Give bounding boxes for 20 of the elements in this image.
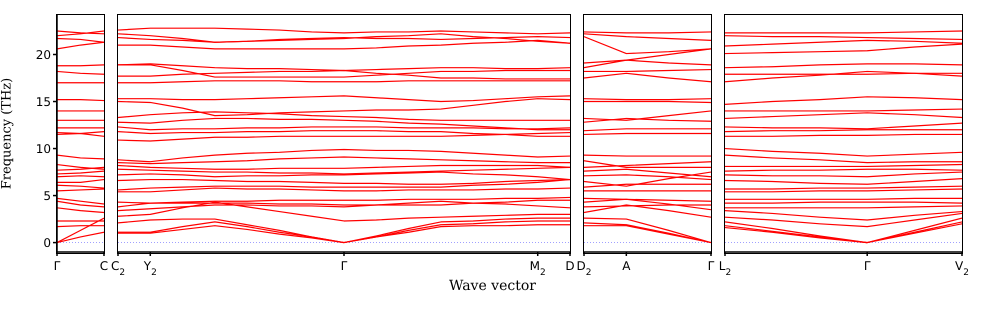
x-tick-label: C$_{2}$ xyxy=(110,259,126,278)
x-tick-label: D xyxy=(565,259,575,273)
x-tick-label: Y$_{2}$ xyxy=(142,259,157,278)
x-axis-title: Wave vector xyxy=(448,278,537,294)
x-tick-label: L$_{2}$ xyxy=(718,259,732,278)
x-tick-label: V$_{2}$ xyxy=(955,259,969,278)
x-tick-label: A xyxy=(622,259,632,273)
y-tick-label: 5 xyxy=(43,188,51,203)
x-tick-label: C xyxy=(100,259,108,273)
x-tick-label: Γ xyxy=(864,259,871,273)
x-tick-label: Γ xyxy=(340,259,348,273)
x-tick-label: D$_{2}$ xyxy=(576,259,592,278)
y-tick-label: 10 xyxy=(36,142,51,156)
x-tick-label: Γ xyxy=(54,259,61,273)
y-tick-label: 20 xyxy=(36,48,51,62)
y-tick-label: 15 xyxy=(36,94,51,109)
y-axis-title: Frequency (THz) xyxy=(0,78,15,190)
x-tick-label: M$_{2}$ xyxy=(530,259,546,278)
x-tick-label: Γ xyxy=(708,259,715,273)
y-tick-label: 0 xyxy=(43,236,51,250)
